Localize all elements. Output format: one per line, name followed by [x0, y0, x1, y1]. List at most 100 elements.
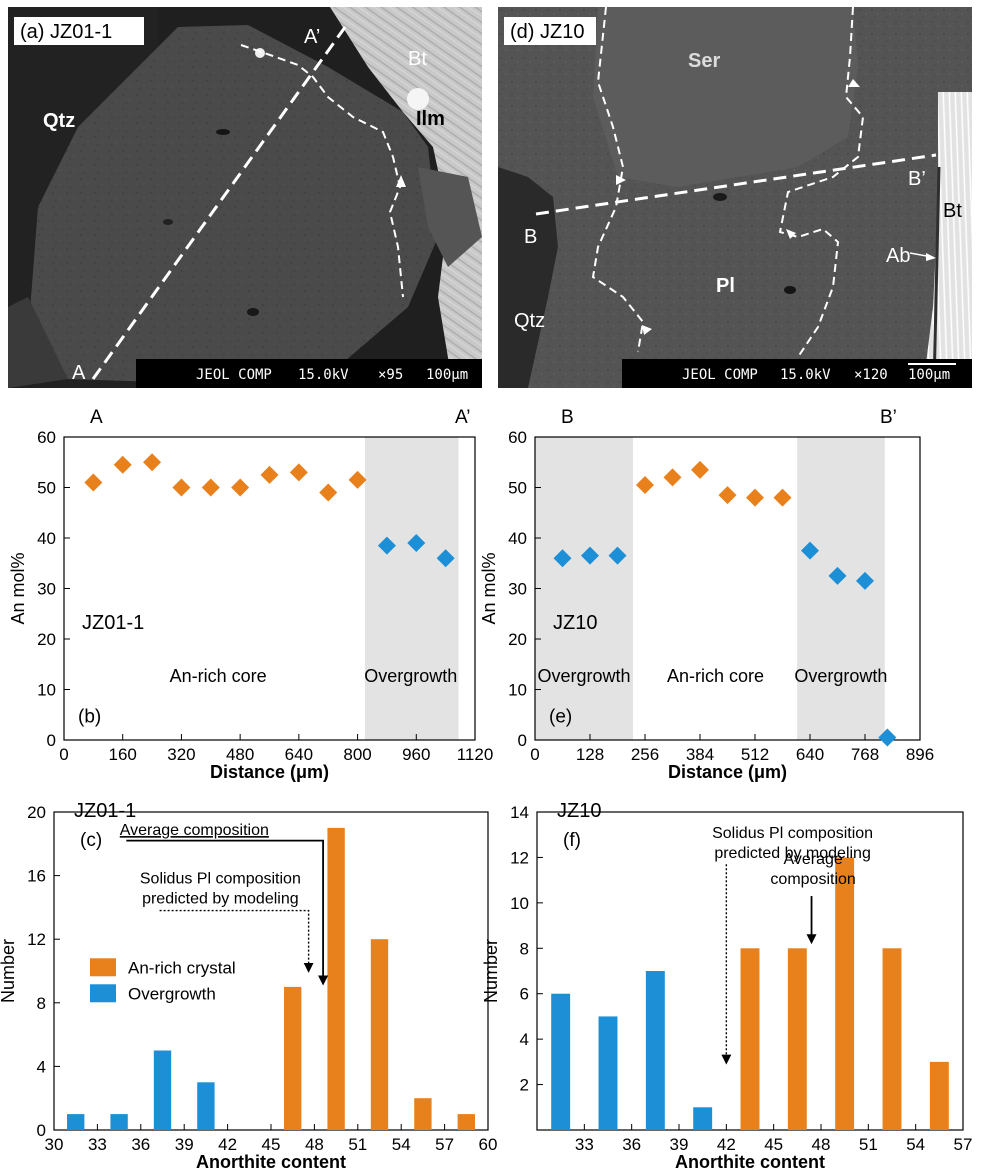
label-qtz: Qtz: [514, 310, 545, 332]
y-tick-label: 2: [520, 1076, 529, 1095]
x-tick-label: 480: [226, 745, 254, 764]
label-a-prime: A’: [304, 26, 320, 48]
micrograph-d: (d) JZ10 Ser Pl Qtz Bt Ab B B’ JEOL COMP…: [498, 7, 972, 388]
legend-swatch-overgrowth: [90, 984, 116, 1003]
panel-label-d: (d) JZ10: [510, 21, 584, 43]
bar-overgrowth: [693, 1107, 713, 1130]
x-tick-label: 1120: [457, 745, 494, 764]
y-tick-label: 40: [37, 529, 56, 548]
scale-magnification: ×120: [854, 367, 888, 383]
x-tick-label: 39: [670, 1135, 689, 1154]
shaded-region-0: [535, 437, 633, 740]
x-tick-label: 30: [45, 1135, 64, 1154]
y-tick-label: 30: [37, 580, 56, 599]
label-ab: Ab: [886, 245, 910, 267]
y-tick-label: 4: [520, 1030, 529, 1049]
plot-frame: [53, 811, 489, 1131]
y-tick-label: 40: [508, 529, 527, 548]
bar-an_rich: [740, 948, 760, 1130]
bar-an_rich: [787, 948, 807, 1130]
boundary-left: [591, 7, 645, 353]
data-point-overgrowth: [407, 534, 426, 553]
bar-overgrowth: [67, 1114, 85, 1130]
data-point-overgrowth: [801, 541, 819, 560]
scale-instrument: JEOL COMP: [682, 367, 758, 383]
chart-f: 33 36 39 42 45 48 51 54 57 2 4 6 8 10 12 14 Anorthite co…: [481, 775, 993, 1168]
data-point-an_rich: [113, 455, 132, 474]
y-tick-label: 8: [520, 939, 529, 958]
scale-voltage: 15.0kV: [298, 367, 349, 383]
data-point-an_rich: [260, 465, 279, 484]
data-point-an_rich: [663, 468, 682, 487]
bar-overgrowth: [153, 1050, 172, 1130]
x-tick-label: 48: [812, 1135, 831, 1154]
y-tick-label: 16: [27, 867, 46, 886]
panel-label: (c): [80, 830, 102, 851]
annotation-text: Solidus Pl composition: [712, 825, 873, 842]
y-axis-label: An mol%: [8, 552, 28, 624]
data-point-an_rich: [231, 478, 250, 497]
data-point-an_rich: [289, 463, 308, 482]
micrograph-a: (a) JZ01-1 Qtz Bt Ilm A’ A JEOL COMP 15.…: [8, 7, 482, 388]
data-point-overgrowth: [553, 549, 572, 568]
y-tick-label: 60: [508, 428, 527, 447]
plagioclase-crystal: [28, 25, 438, 382]
data-point-overgrowth: [377, 536, 396, 555]
scale-voltage: 15.0kV: [780, 367, 831, 383]
y-tick-label: 10: [37, 681, 56, 700]
chart-b: 0 160 320 480 640 800 960 1120 0 10 20 30 40 50 60 Dist…: [0, 395, 495, 782]
region-label: Overgrowth: [364, 666, 457, 686]
data-point-an_rich: [201, 478, 220, 497]
y-tick-label: 14: [510, 803, 529, 822]
label-ser: Ser: [688, 50, 720, 72]
y-tick-label: 12: [510, 848, 529, 867]
data-point-overgrowth: [608, 546, 627, 565]
x-tick-label: 42: [717, 1135, 736, 1154]
x-tick-label: 42: [218, 1135, 237, 1154]
y-tick-label: 10: [510, 894, 529, 913]
data-point-overgrowth: [856, 571, 874, 590]
data-point-overgrowth: [436, 549, 455, 568]
annotation-arrow: [126, 839, 329, 986]
y-tick-label: 50: [508, 479, 527, 498]
data-point-an_rich: [691, 460, 709, 479]
data-point-an_rich: [773, 488, 792, 507]
y-tick-label: 0: [37, 1121, 46, 1140]
bar-an_rich: [882, 948, 902, 1130]
profile-line-a: [91, 22, 350, 380]
x-tick-label: 48: [305, 1135, 324, 1154]
panel-label: (f): [563, 830, 581, 851]
bar-overgrowth: [197, 1082, 215, 1130]
x-tick-label: 54: [906, 1135, 925, 1154]
panel-label: (b): [78, 706, 101, 727]
data-point-an_rich: [84, 473, 103, 492]
data-point-an_rich: [172, 478, 191, 497]
x-tick-label: 51: [348, 1135, 367, 1154]
legend-label: Overgrowth: [128, 984, 216, 1003]
x-tick-label: 57: [954, 1135, 973, 1154]
sample-label: JZ01-1: [74, 800, 136, 822]
y-axis-label: An mol%: [479, 552, 499, 624]
x-axis-label: Anorthite content: [196, 1152, 346, 1168]
bar-an_rich: [370, 939, 389, 1130]
label-b-prime: B’: [908, 168, 926, 190]
boundary-right: [778, 7, 865, 358]
x-axis-label: Distance (μm): [210, 762, 329, 782]
y-tick-label: 6: [520, 985, 529, 1004]
profile-label-end: B’: [880, 407, 897, 428]
scale-magnification: ×95: [378, 367, 403, 383]
shaded-region-1: [797, 437, 885, 740]
y-tick-label: 50: [37, 479, 56, 498]
annotation-text: Average composition: [120, 822, 269, 839]
x-tick-label: 33: [88, 1135, 107, 1154]
bar-overgrowth: [110, 1114, 128, 1130]
label-bt: Bt: [943, 200, 962, 222]
region-label: Overgrowth: [537, 666, 630, 686]
region-label: An-rich core: [170, 666, 267, 686]
y-axis-label: Number: [0, 939, 18, 1003]
y-tick-label: 60: [37, 428, 56, 447]
chart-e: 0 128 256 384 512 640 768 896 0 10 20 30 40 50 60 Dista…: [479, 395, 993, 782]
annotation-text: predicted by modeling: [714, 845, 871, 862]
x-tick-label: 0: [59, 745, 68, 764]
region-label: An-rich core: [667, 666, 764, 686]
